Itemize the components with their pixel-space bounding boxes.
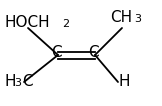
Text: H: H bbox=[5, 74, 17, 89]
Text: 2: 2 bbox=[62, 19, 69, 29]
Text: H: H bbox=[118, 74, 129, 89]
Text: C: C bbox=[22, 74, 33, 89]
Text: HOCH: HOCH bbox=[5, 15, 51, 30]
Text: CH: CH bbox=[110, 10, 132, 25]
Text: 3: 3 bbox=[14, 78, 21, 88]
Text: 3: 3 bbox=[134, 14, 141, 24]
Text: C: C bbox=[51, 45, 62, 60]
Text: C: C bbox=[88, 45, 99, 60]
